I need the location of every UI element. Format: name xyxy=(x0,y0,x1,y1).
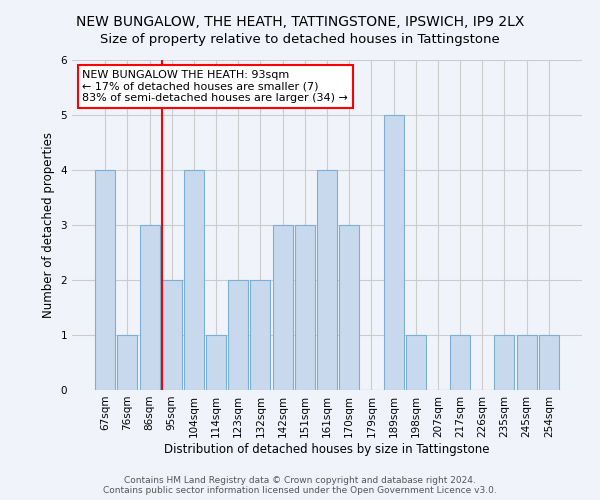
Bar xyxy=(494,335,514,390)
Y-axis label: Number of detached properties: Number of detached properties xyxy=(42,132,55,318)
Text: Contains HM Land Registry data © Crown copyright and database right 2024.
Contai: Contains HM Land Registry data © Crown c… xyxy=(103,476,497,495)
Bar xyxy=(184,170,204,390)
Bar xyxy=(162,280,182,390)
Bar xyxy=(95,170,115,390)
Text: NEW BUNGALOW THE HEATH: 93sqm
← 17% of detached houses are smaller (7)
83% of se: NEW BUNGALOW THE HEATH: 93sqm ← 17% of d… xyxy=(82,70,348,103)
Text: Size of property relative to detached houses in Tattingstone: Size of property relative to detached ho… xyxy=(100,32,500,46)
Bar xyxy=(450,335,470,390)
Bar xyxy=(539,335,559,390)
Bar xyxy=(206,335,226,390)
Bar xyxy=(317,170,337,390)
Bar xyxy=(339,225,359,390)
Bar xyxy=(250,280,271,390)
Bar xyxy=(140,225,160,390)
Bar xyxy=(383,115,404,390)
Bar xyxy=(272,225,293,390)
X-axis label: Distribution of detached houses by size in Tattingstone: Distribution of detached houses by size … xyxy=(164,442,490,456)
Text: NEW BUNGALOW, THE HEATH, TATTINGSTONE, IPSWICH, IP9 2LX: NEW BUNGALOW, THE HEATH, TATTINGSTONE, I… xyxy=(76,15,524,29)
Bar xyxy=(295,225,315,390)
Bar xyxy=(228,280,248,390)
Bar xyxy=(406,335,426,390)
Bar xyxy=(517,335,536,390)
Bar xyxy=(118,335,137,390)
